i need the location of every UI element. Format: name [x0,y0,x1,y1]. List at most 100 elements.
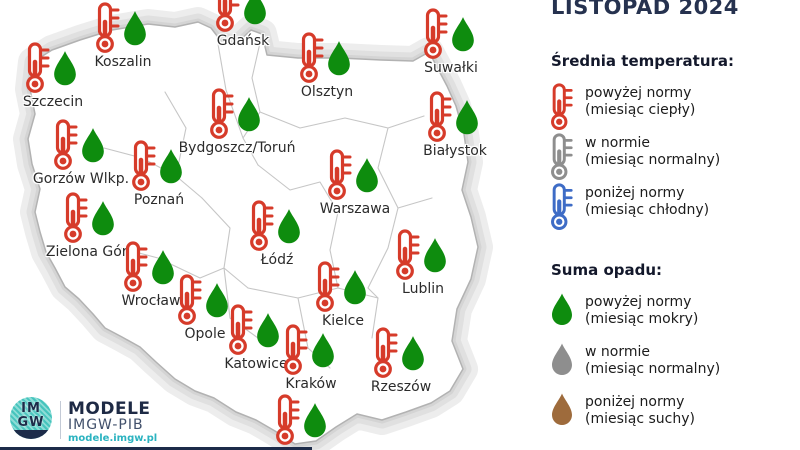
marker-gdańsk: Gdańsk [216,0,270,49]
marker-koszalin: Koszalin [95,2,151,70]
brand-modele: MODELE [68,399,151,419]
drop-green-icon [236,96,262,137]
drop-green-icon [242,0,268,30]
temperature-legend-heading: Średnia temperatura: [551,52,735,70]
marker-kraków: Kraków [284,324,338,392]
marker-kielce: Kielce [316,261,370,329]
drop-green-icon [302,402,328,443]
marker-łódź: Łódź [250,200,304,268]
thermometer-red-icon [54,119,78,175]
page-title: LISTOPAD 2024 [551,0,739,19]
thermometer-red-icon [550,83,574,135]
thermometer-red-icon [284,324,308,380]
thermometer-red-icon [64,192,88,248]
thermometer-red-icon [216,0,240,37]
drop-green-icon [342,269,368,310]
thermometer-blue-icon [550,183,574,235]
thermometer-red-icon [96,2,120,58]
marker-gorzów-wlkp-: Gorzów Wlkp. [33,119,129,187]
marker-label: Łódź [260,252,294,268]
drop-green-icon [150,249,176,290]
poland-map-svg [13,7,493,450]
drop-green-icon [310,332,336,373]
marker-label: Kraków [285,376,337,392]
marker-wrocław: Wrocław [122,241,180,309]
drop-gray-icon [550,342,574,381]
marker-label: Gorzów Wlkp. [32,171,130,187]
thermometer-red-icon [210,88,234,144]
brand-imgw-pib: IMGW-PIB [68,417,144,433]
poland-outline [27,21,479,445]
marker-label: Warszawa [319,201,391,217]
marker-olsztyn: Olsztyn [300,32,354,100]
legend-label: poniżej normy (miesiąc chłodny) [585,185,710,218]
drop-green-icon [400,335,426,376]
drop-green-icon [52,50,78,91]
thermometer-red-icon [178,274,202,330]
drop-green-icon [255,312,281,353]
marker-label: Wrocław [121,293,181,309]
precipitation-legend-heading: Suma opadu: [551,261,663,279]
marker-label: Rzeszów [370,379,432,395]
marker-label: Szczecin [22,94,84,110]
marker-zielona-góra: Zielona Góra [46,192,136,260]
thermometer-red-icon [316,261,340,317]
marker-suwałki: Suwałki [424,8,478,76]
thermometer-red-icon [428,91,452,147]
thermometer-red-icon [26,42,50,98]
thermometer-red-icon [229,304,253,360]
drop-green-icon [122,10,148,51]
logo-divider [60,401,61,439]
legend-label: w normie (miesiąc normalny) [585,344,721,377]
drop-brown-icon [550,392,574,431]
marker-label: Katowice [224,356,288,372]
drop-green-icon [454,99,480,140]
bottom-accent-bar [0,447,312,450]
thermometer-red-icon [424,8,448,64]
thermometer-red-icon [276,394,300,450]
marker-label: Gdańsk [216,33,270,49]
marker-bydgoszcz-toruń: Bydgoszcz/Toruń [179,88,295,156]
drop-green-icon [80,127,106,168]
drop-green-icon [204,282,230,323]
poland-map: Koszalin [23,0,487,450]
imgw-logo-text-bottom: GW [17,415,45,430]
thermometer-red-icon [124,241,148,297]
marker-label: Kielce [322,313,364,329]
marker-label: Olsztyn [300,84,354,100]
marker-białystok: Białystok [423,91,487,159]
imgw-logo-text-top: IM [21,401,41,416]
thermometer-red-icon [250,200,274,256]
drop-green-icon [550,292,574,331]
marker-warszawa: Warszawa [320,149,390,217]
legend-label: powyżej normy (miesiąc mokry) [585,294,699,327]
marker-label: Poznań [133,192,185,208]
marker-unlabeled [276,394,330,450]
thermometer-red-icon [132,140,156,196]
legend-label: poniżej normy (miesiąc suchy) [585,394,695,427]
thermometer-red-icon [396,229,420,285]
imgw-logo-base [10,430,52,439]
drop-green-icon [158,148,184,189]
thermometer-red-icon [328,149,352,205]
marker-poznań: Poznań [132,140,186,208]
marker-opole: Opole [178,274,232,342]
thermometer-red-icon [300,32,324,88]
imgw-logo: IM GW [10,397,52,439]
marker-lublin: Lublin [396,229,450,297]
legend-label: powyżej normy (miesiąc ciepły) [585,85,696,118]
marker-label: Zielona Góra [45,244,137,260]
drop-green-icon [354,157,380,198]
legend-label: w normie (miesiąc normalny) [585,135,721,168]
drop-green-icon [326,40,352,81]
drop-green-icon [422,237,448,278]
drop-green-icon [276,208,302,249]
marker-label: Koszalin [94,54,152,70]
marker-rzeszów: Rzeszów [371,327,431,395]
brand-url: modele.imgw.pl [68,433,158,444]
drop-green-icon [450,16,476,57]
marker-label: Lublin [402,281,444,297]
drop-green-icon [90,200,116,241]
marker-label: Opole [184,326,226,342]
marker-szczecin: Szczecin [23,42,83,110]
